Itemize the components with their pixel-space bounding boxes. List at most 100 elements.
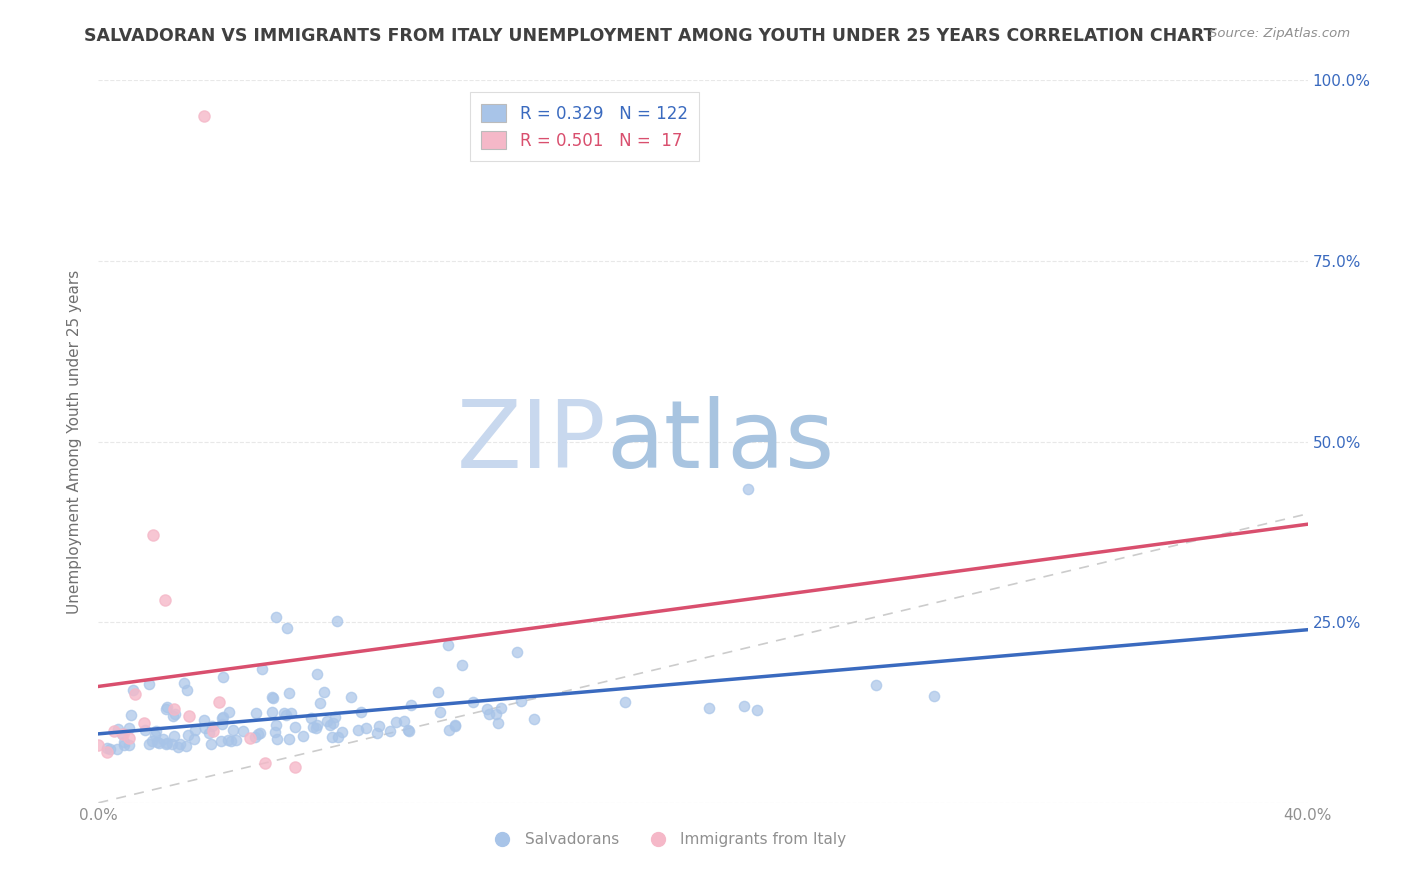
- Point: [613, 695, 636, 709]
- Point: [398, 723, 420, 738]
- Point: [155, 737, 177, 751]
- Point: [148, 736, 170, 750]
- Point: [112, 734, 135, 748]
- Point: [315, 714, 337, 728]
- Point: [491, 701, 513, 715]
- Point: [221, 733, 243, 747]
- Point: [392, 714, 415, 728]
- Point: [193, 110, 215, 124]
- Point: [506, 645, 529, 659]
- Point: [153, 593, 176, 607]
- Point: [305, 721, 328, 735]
- Point: [163, 706, 186, 721]
- Point: [273, 706, 295, 720]
- Point: [217, 733, 239, 747]
- Point: [523, 712, 546, 726]
- Point: [179, 709, 201, 723]
- Point: [354, 721, 377, 735]
- Point: [697, 700, 720, 714]
- Point: [167, 740, 190, 755]
- Point: [396, 723, 419, 737]
- Point: [118, 738, 141, 752]
- Point: [103, 723, 125, 738]
- Point: [475, 702, 498, 716]
- Point: [160, 737, 183, 751]
- Point: [193, 714, 215, 728]
- Point: [322, 716, 344, 731]
- Point: [155, 701, 177, 715]
- Point: [321, 730, 343, 744]
- Point: [444, 719, 467, 733]
- Point: [177, 728, 200, 742]
- Legend: Salvadorans, Immigrants from Italy: Salvadorans, Immigrants from Italy: [481, 826, 852, 853]
- Point: [96, 741, 118, 756]
- Point: [745, 703, 768, 717]
- Point: [350, 705, 373, 719]
- Point: [142, 528, 165, 542]
- Point: [87, 738, 110, 752]
- Point: [176, 682, 198, 697]
- Y-axis label: Unemployment Among Youth under 25 years: Unemployment Among Youth under 25 years: [67, 269, 83, 614]
- Point: [346, 723, 368, 737]
- Point: [194, 721, 217, 735]
- Point: [152, 731, 174, 746]
- Point: [162, 709, 184, 723]
- Point: [156, 700, 179, 714]
- Point: [145, 724, 167, 739]
- Point: [107, 742, 129, 756]
- Point: [314, 685, 336, 699]
- Point: [307, 666, 329, 681]
- Point: [339, 690, 361, 705]
- Point: [124, 687, 146, 701]
- Point: [245, 730, 267, 744]
- Point: [486, 715, 509, 730]
- Point: [308, 696, 330, 710]
- Text: Source: ZipAtlas.com: Source: ZipAtlas.com: [1209, 27, 1350, 40]
- Point: [291, 729, 314, 743]
- Point: [163, 702, 186, 716]
- Point: [378, 723, 401, 738]
- Point: [211, 709, 233, 723]
- Point: [169, 737, 191, 751]
- Point: [249, 726, 271, 740]
- Text: atlas: atlas: [606, 395, 835, 488]
- Point: [174, 739, 197, 754]
- Point: [266, 732, 288, 747]
- Point: [366, 726, 388, 740]
- Point: [211, 711, 233, 725]
- Text: ZIP: ZIP: [457, 395, 606, 488]
- Point: [232, 724, 254, 739]
- Point: [183, 731, 205, 746]
- Point: [323, 709, 346, 723]
- Point: [253, 756, 276, 770]
- Point: [121, 683, 143, 698]
- Point: [301, 720, 323, 734]
- Point: [202, 723, 225, 738]
- Point: [141, 734, 163, 748]
- Point: [247, 727, 270, 741]
- Point: [399, 698, 422, 712]
- Point: [277, 731, 299, 746]
- Point: [385, 714, 408, 729]
- Point: [478, 706, 501, 721]
- Point: [132, 716, 155, 731]
- Point: [209, 733, 232, 747]
- Point: [198, 726, 221, 740]
- Point: [138, 737, 160, 751]
- Point: [201, 719, 224, 733]
- Point: [307, 718, 329, 732]
- Point: [451, 657, 474, 672]
- Point: [278, 686, 301, 700]
- Point: [276, 621, 298, 635]
- Point: [463, 695, 485, 709]
- Point: [262, 690, 284, 705]
- Point: [134, 723, 156, 738]
- Point: [98, 742, 121, 756]
- Point: [111, 727, 134, 741]
- Point: [118, 721, 141, 735]
- Point: [429, 705, 451, 719]
- Point: [111, 727, 134, 741]
- Point: [437, 638, 460, 652]
- Point: [173, 676, 195, 690]
- Point: [143, 729, 166, 743]
